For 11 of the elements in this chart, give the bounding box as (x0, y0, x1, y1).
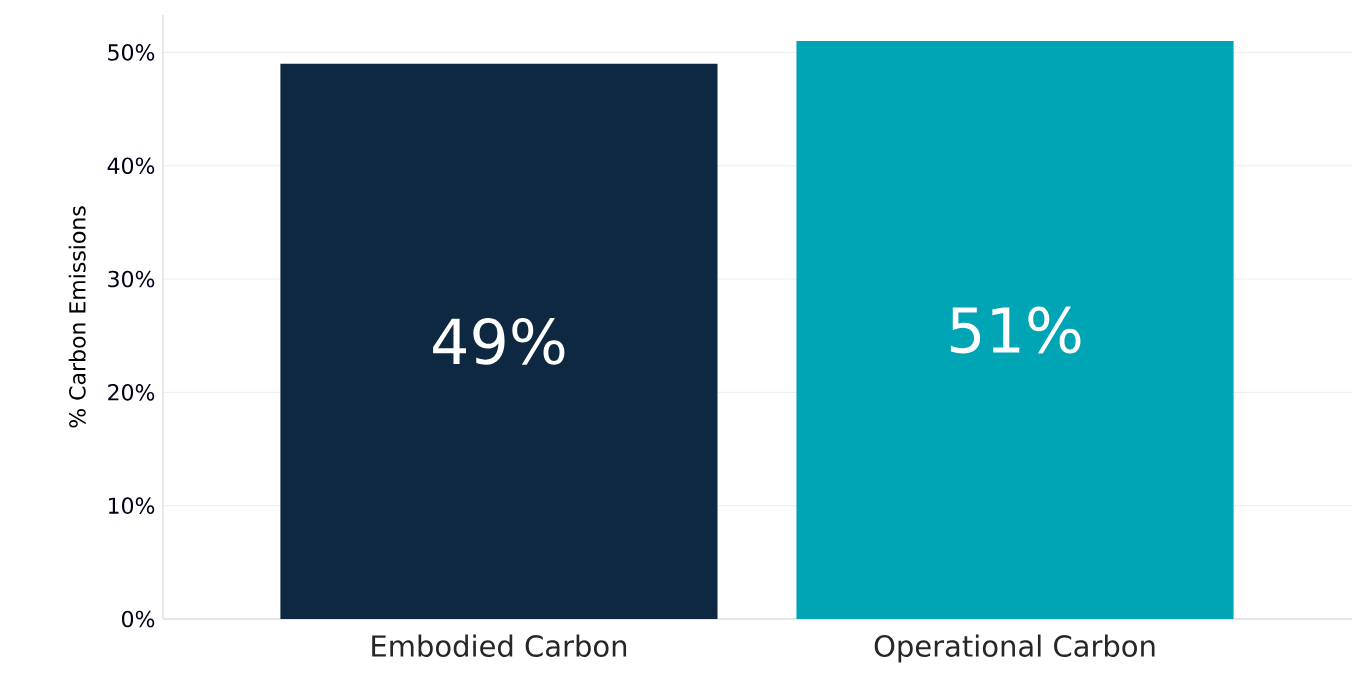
y-tick-label: 0% (122, 610, 155, 628)
y-tick-label: 40% (107, 157, 155, 175)
y-tick-label: 20% (108, 384, 155, 401)
y-axis-title: % Carbon Emissions (68, 206, 86, 428)
x-tick-label: Embodied Carbon (372, 634, 627, 657)
data-label: 49% (433, 317, 565, 365)
y-tick-label: 30% (108, 270, 155, 288)
y-tick-label: 10% (108, 497, 155, 514)
y-tick-label: 50% (108, 44, 155, 61)
x-tick-label: Operational Carbon (874, 634, 1155, 663)
data-label: 51% (950, 306, 1081, 354)
